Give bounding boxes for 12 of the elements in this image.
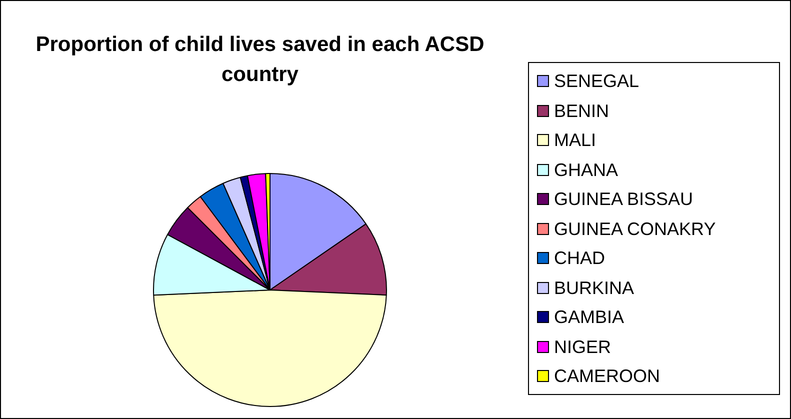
legend-label: BURKINA	[553, 276, 636, 300]
legend-label: CAMEROON	[553, 365, 662, 388]
legend-label: GAMBIA	[553, 306, 626, 329]
legend-label: SENEGAL	[553, 70, 640, 93]
legend-label: BENIN	[553, 100, 610, 122]
legend-label: GUINEA CONAKRY	[553, 218, 717, 240]
legend-label: NIGER	[553, 336, 612, 358]
legend-label: GHANA	[553, 158, 620, 182]
chart-title: Proportion of child lives saved in each ACSD country	[34, 32, 486, 88]
legend-label: MALI	[553, 129, 598, 152]
legend-label: GUINEA BISSAU	[553, 188, 694, 211]
legend-label: CHAD	[553, 247, 606, 270]
